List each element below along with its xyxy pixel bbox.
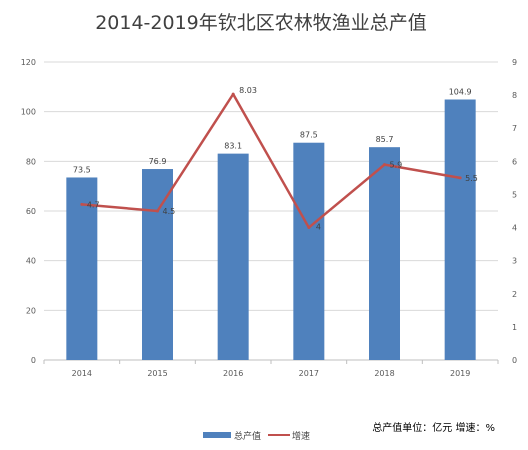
bar	[142, 169, 173, 360]
line-value-label: 4.5	[163, 207, 176, 216]
legend-label-bar: 总产值	[234, 430, 261, 442]
bar-value-label: 87.5	[300, 131, 318, 140]
chart-title: 2014-2019年钦北区农林牧渔业总产值	[95, 12, 427, 34]
x-tick-label: 2014	[72, 369, 92, 378]
bar-value-label: 104.9	[449, 87, 472, 96]
bar	[217, 153, 249, 360]
line-value-label: 8.03	[239, 86, 257, 95]
x-tick-label: 2018	[374, 369, 394, 378]
legend-label-line: 增速	[292, 430, 310, 442]
line-point	[458, 176, 462, 180]
bar-value-label: 85.7	[376, 135, 394, 144]
axes: 0 20 40 60 80 100 120 0 1 2 3 4 5 6 7 8 9 2014 2015 2016 201…	[21, 58, 517, 378]
y-right-tick-label: 0	[512, 356, 517, 365]
line-point	[307, 226, 311, 230]
bar	[293, 142, 325, 360]
x-tick-label: 2019	[450, 369, 470, 378]
x-tick-label: 2015	[147, 369, 167, 378]
x-tick-label: 2016	[223, 369, 243, 378]
line-path	[81, 92, 461, 229]
bar-value-label: 73.5	[73, 165, 91, 174]
unit-note: 总产值单位：亿元 增速：%	[372, 421, 495, 434]
y-right-tick-label: 2	[512, 290, 517, 299]
line-point	[383, 163, 386, 167]
legend: 总产值 增速	[203, 430, 310, 442]
y-right-tick-label: 1	[512, 323, 517, 332]
y-left-tick-label: 100	[21, 108, 36, 117]
gridlines	[44, 61, 498, 361]
bar-series	[66, 99, 476, 360]
y-left-tick-label: 60	[26, 207, 36, 216]
line-value-label: 5.5	[465, 174, 478, 183]
y-right-tick-label: 7	[512, 124, 517, 133]
bar-value-label: 83.1	[224, 142, 242, 151]
y-left-tick-label: 0	[31, 356, 36, 365]
y-right-tick-label: 3	[512, 257, 517, 266]
line-value-label: 4.7	[87, 200, 100, 209]
bar	[66, 177, 98, 360]
y-right-tick-label: 4	[512, 224, 517, 233]
line-value-label: 5.9	[390, 161, 403, 170]
bar	[444, 99, 476, 360]
line-point	[156, 209, 159, 213]
bar	[369, 147, 400, 360]
y-right-tick-label: 5	[512, 190, 517, 199]
y-left-tick-label: 120	[21, 58, 36, 67]
x-tick-label: 2017	[299, 369, 319, 378]
y-left-tick-label: 20	[26, 306, 36, 315]
y-left-tick-label: 80	[26, 157, 36, 166]
line-series	[80, 92, 462, 230]
y-left-tick-label: 40	[26, 257, 36, 266]
legend-swatch-bar	[203, 432, 231, 438]
y-right-tick-label: 9	[512, 58, 517, 67]
line-point	[231, 92, 235, 96]
y-right-tick-label: 6	[512, 157, 517, 166]
bar-value-label: 76.9	[149, 157, 167, 166]
y-right-tick-label: 8	[512, 91, 517, 100]
data-labels: 73.5 76.9 83.1 87.5 85.7 104.9 4.7 4.5 8.03 4 5.9 5…	[73, 86, 478, 231]
line-point	[80, 202, 84, 206]
line-value-label: 4	[316, 223, 321, 232]
